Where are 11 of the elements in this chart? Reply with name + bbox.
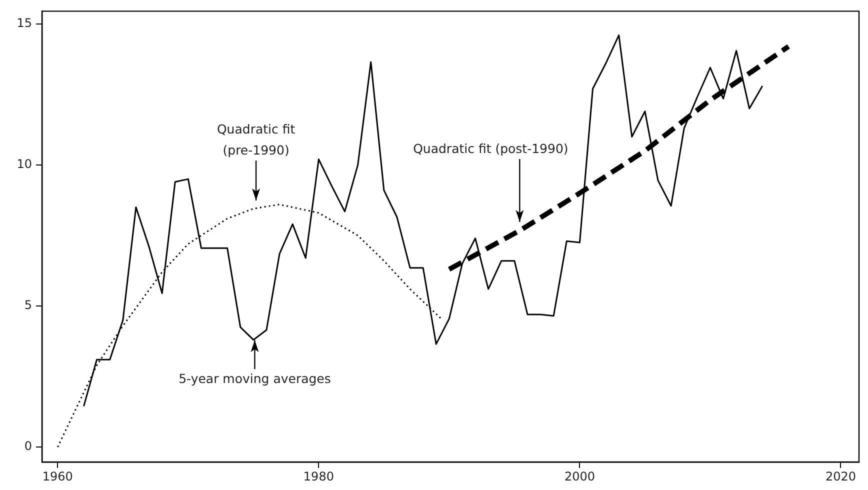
y-tick-label: 10 bbox=[16, 157, 32, 172]
annotation: 5-year moving averages bbox=[178, 371, 331, 386]
annotation: Quadratic fit (pre-1990) bbox=[216, 121, 296, 158]
x-tick-label: 2000 bbox=[564, 469, 595, 484]
x-tick-label: 1960 bbox=[42, 469, 73, 484]
annotation: Quadratic fit (post-1990) bbox=[413, 141, 568, 156]
x-tick-label: 2020 bbox=[825, 469, 856, 484]
y-tick-label: 15 bbox=[16, 16, 32, 30]
y-tick-label: 5 bbox=[24, 298, 32, 312]
y-tick-label: 0 bbox=[24, 439, 32, 454]
x-tick-label: 1980 bbox=[303, 469, 334, 484]
